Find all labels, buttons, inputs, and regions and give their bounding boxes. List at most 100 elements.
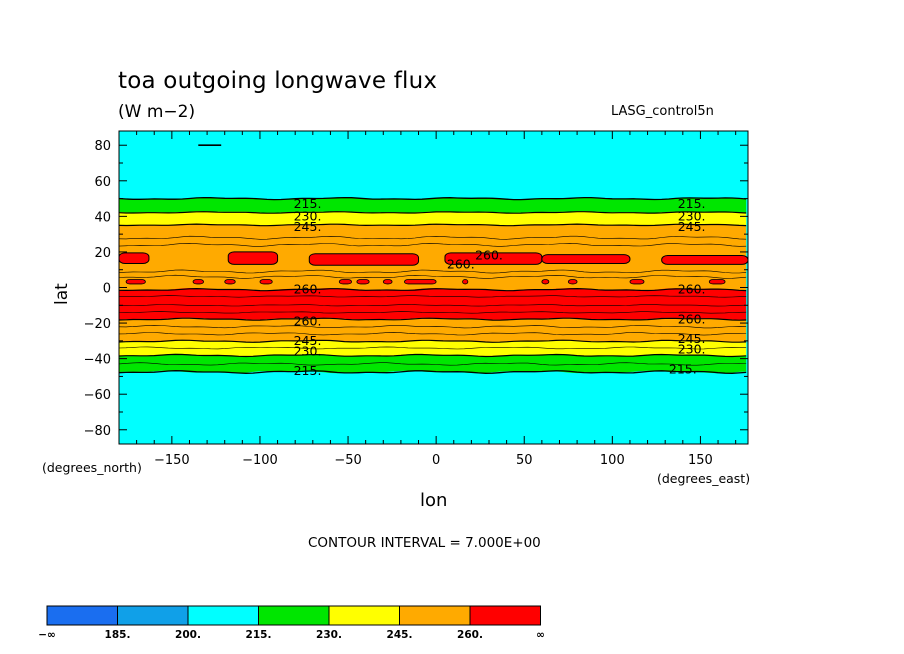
red-patch (382, 279, 393, 285)
x-tick-label: −150 (154, 453, 190, 468)
colorbar-swatch (399, 605, 471, 626)
colorbar-label: 245. (387, 629, 413, 641)
contour-line (118, 370, 747, 374)
red-patch (338, 279, 352, 285)
colorbar-label: 185. (105, 629, 131, 641)
contour-label: 230. (678, 342, 706, 357)
red-patch (192, 279, 204, 285)
red-blob (661, 254, 749, 265)
band-245-260-south (119, 317, 747, 343)
contour-line (118, 362, 747, 366)
red-patch (629, 279, 645, 285)
colorbar-swatch (46, 605, 118, 626)
contour-label: 245. (294, 333, 322, 348)
colorbar-label: ∞ (536, 629, 545, 641)
x-axis-label: lon (420, 490, 448, 511)
red-patch (224, 279, 236, 285)
x-tick-label: −100 (242, 453, 278, 468)
y-tick-label: 80 (94, 139, 111, 154)
red-patch (125, 279, 146, 285)
contour-label: 245. (678, 331, 706, 346)
y-tick-label: 20 (94, 246, 111, 261)
y-tick-label: 0 (103, 282, 111, 297)
contour-line (118, 269, 747, 274)
contour-line (118, 223, 747, 227)
x-tick-label: 100 (600, 453, 625, 468)
plot-area (118, 131, 749, 444)
red-patch (404, 279, 437, 285)
red-patch (708, 279, 726, 285)
contour-lines (118, 144, 747, 374)
colorbar-label: 215. (246, 629, 272, 641)
contour-labels: 215.230.245.260.260.260.260.245.230.215.… (294, 196, 706, 378)
y-tick-label: 40 (94, 210, 111, 225)
contour-label: 260. (678, 281, 706, 296)
contour-label: 245. (678, 219, 706, 234)
contour-label: 215. (678, 196, 706, 211)
contour-label: 230. (678, 208, 706, 223)
y-axis-units: (degrees_north) (42, 460, 142, 475)
red-patch (462, 279, 469, 285)
band-245-260-tropics (119, 223, 747, 291)
red-blob (227, 251, 279, 265)
band-215-230-south (119, 353, 747, 374)
chart-units: (W m−2) (118, 102, 196, 122)
y-tick-label: −60 (84, 388, 111, 403)
colorbar-swatch (187, 605, 259, 626)
contour-line (119, 295, 747, 298)
x-tick-label: 150 (688, 453, 713, 468)
contour-label: 245. (294, 219, 322, 234)
y-tick-label: −20 (84, 317, 111, 332)
colorbar-swatch (117, 605, 189, 626)
red-blob (308, 253, 420, 266)
y-tick-label: 60 (94, 175, 111, 190)
band-215-230-north (119, 197, 747, 214)
contour-label: 230. (294, 208, 322, 223)
band-230-245-north (119, 211, 747, 226)
contour-line (118, 235, 747, 240)
axes: −150 −100 −50 0 50 100 150 −80 −60 −40 −20 0 20 40 60 8… (84, 130, 749, 468)
contour-label: 260. (678, 312, 706, 327)
x-tick-label: −50 (334, 453, 361, 468)
contour-label: 260. (447, 256, 475, 271)
contour-line (118, 317, 747, 321)
contour-label: 260. (475, 247, 503, 262)
dataset-name: LASG_control5n (611, 104, 714, 119)
contour-line (118, 353, 747, 358)
colorbar-label: 260. (457, 629, 483, 641)
contour-line (118, 332, 747, 336)
contour-line (118, 211, 747, 214)
colorbar-label: −∞ (38, 629, 56, 641)
contour-line (118, 242, 747, 247)
x-tick-label: 50 (516, 453, 533, 468)
red-patch (567, 279, 578, 285)
contour-line (118, 287, 747, 292)
contour-label: 215. (669, 361, 697, 376)
colorbar: −∞ 185. 200. 215. 230. 245. 260. ∞ (38, 605, 545, 641)
contour-label: 215. (294, 196, 322, 211)
contour-label: 215. (294, 363, 322, 378)
red-patch (356, 279, 370, 285)
y-axis-label: lat (52, 283, 72, 305)
contour-label: 260. (294, 313, 322, 328)
colorbar-label: 230. (316, 629, 342, 641)
red-blob (541, 254, 631, 264)
red-blob (118, 252, 150, 264)
contour-line (118, 196, 747, 201)
colorbar-swatch (258, 605, 330, 626)
contour-interval: CONTOUR INTERVAL = 7.000E+00 (308, 535, 541, 551)
red-patch (259, 279, 273, 285)
red-patch (541, 279, 550, 285)
colorbar-label: 200. (175, 629, 201, 641)
contour-label: 260. (294, 281, 322, 296)
contour-line (118, 346, 747, 350)
y-tick-label: −40 (84, 353, 111, 368)
x-axis-units: (degrees_east) (657, 471, 751, 486)
colorbar-swatch (469, 605, 541, 626)
contour-line (118, 324, 747, 329)
contour-line (118, 339, 747, 343)
contour-line (118, 274, 747, 279)
chart-title: toa outgoing longwave flux (118, 68, 438, 94)
contour-line (119, 304, 747, 307)
